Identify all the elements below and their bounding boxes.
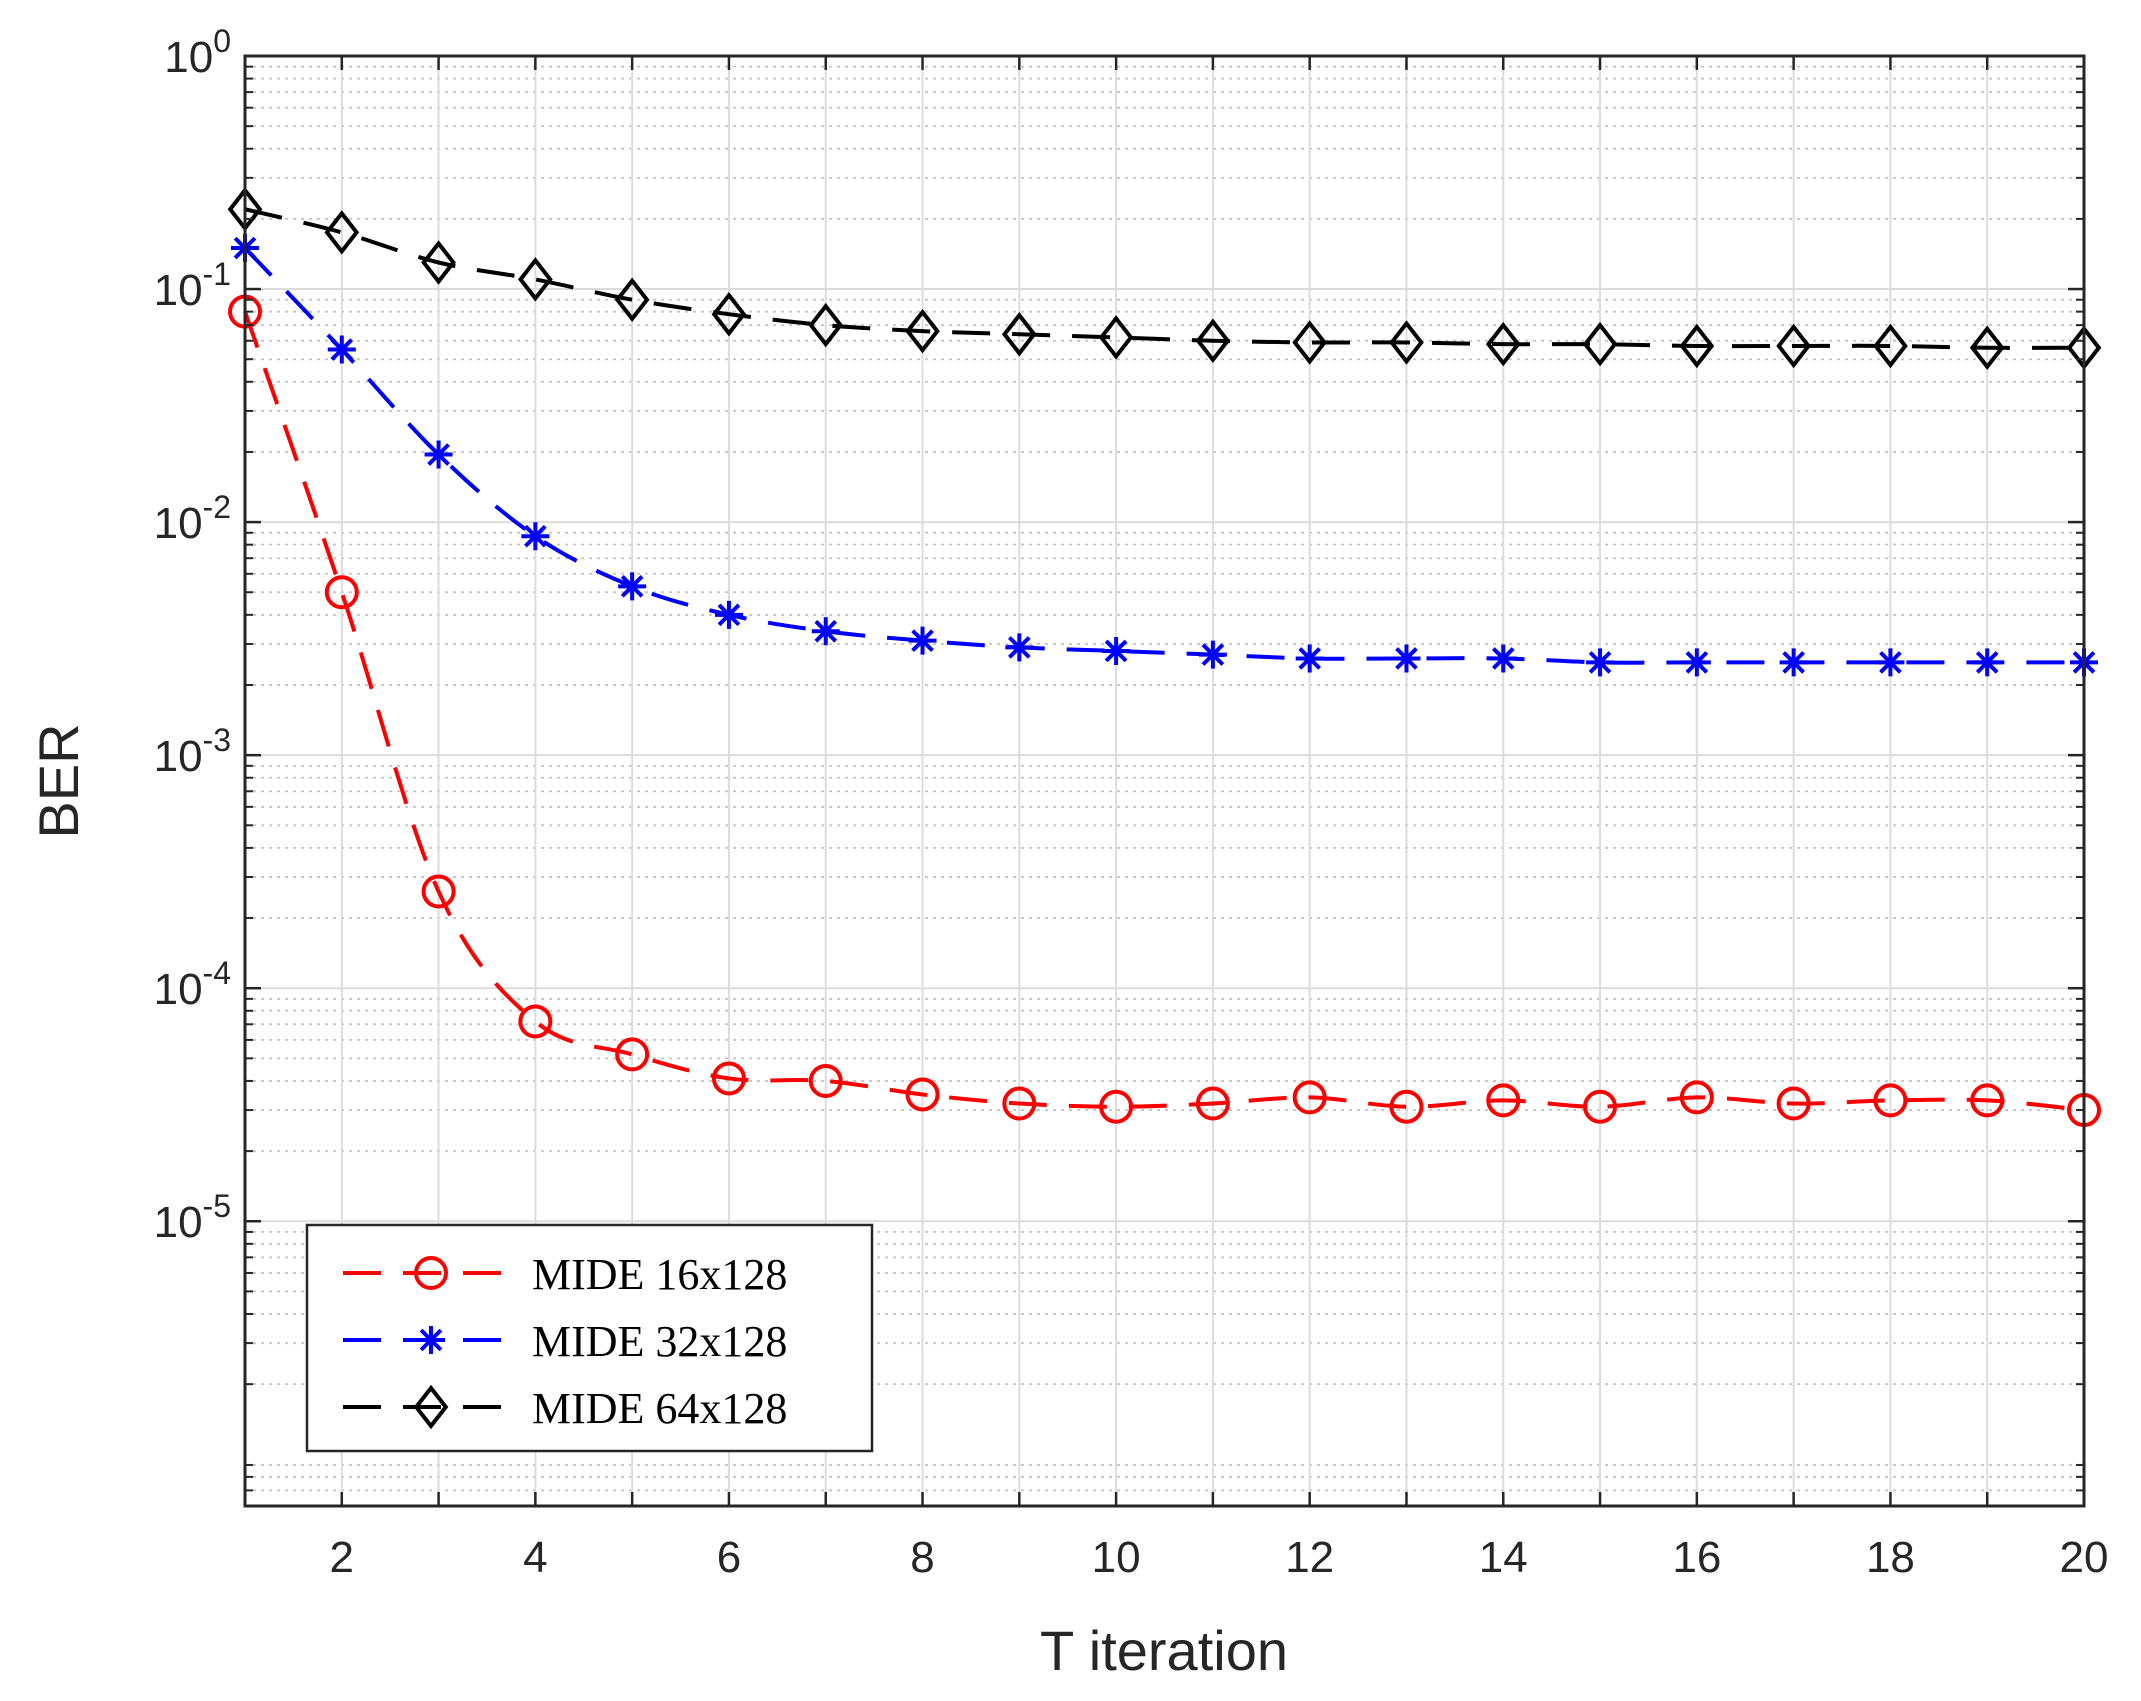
data-point	[1485, 321, 1521, 367]
data-point	[1389, 320, 1424, 365]
data-point	[714, 600, 743, 629]
x-tick-label: 8	[910, 1533, 934, 1582]
data-point	[1292, 320, 1328, 365]
data-point	[905, 1077, 940, 1112]
data-point	[424, 440, 453, 469]
data-point	[1292, 1080, 1327, 1115]
legend-marker	[413, 1384, 449, 1430]
legend-marker	[417, 1326, 445, 1354]
x-tick-label: 6	[717, 1533, 741, 1582]
data-point	[518, 257, 553, 302]
y-tick-label: 100	[164, 23, 231, 82]
x-tick-label: 20	[2060, 1533, 2109, 1582]
legend-box	[305, 1223, 874, 1453]
data-point	[1973, 648, 2002, 677]
data-point	[1001, 311, 1037, 357]
data-point	[614, 277, 650, 322]
x-axis-label: T iteration	[1040, 1619, 1288, 1682]
data-point	[324, 210, 360, 255]
data-point	[808, 1063, 843, 1098]
y-tick-label: 10-2	[154, 489, 231, 548]
x-tick-label: 18	[1866, 1533, 1915, 1582]
data-point	[1873, 1083, 1908, 1118]
data-point	[1682, 648, 1711, 677]
y-tick-label: 10-4	[154, 955, 231, 1014]
data-point	[1486, 1083, 1521, 1118]
data-point	[1582, 321, 1618, 367]
data-point	[711, 291, 747, 337]
data-point	[1198, 640, 1227, 669]
data-point	[905, 308, 940, 354]
y-tick-label: 10-1	[154, 256, 231, 315]
x-tick-label: 10	[1092, 1533, 1141, 1582]
data-point	[1970, 1083, 2005, 1118]
data-point	[421, 240, 456, 285]
data-point	[1489, 644, 1518, 673]
data-point	[518, 1004, 553, 1039]
x-tick-label: 14	[1479, 1533, 1528, 1582]
data-point	[1679, 323, 1715, 369]
legend-label: MIDE 64x128	[532, 1384, 787, 1433]
ticks: 2 4 6 8 10 12 14 16 18 20 100 10-1 10-2 10-3 10-4 10-5	[154, 23, 2109, 1582]
series-line	[243, 246, 2084, 665]
data-point	[1776, 1086, 1811, 1121]
series-line	[243, 310, 2085, 1113]
data-point	[1392, 644, 1421, 673]
y-tick-label: 10-5	[154, 1188, 231, 1247]
legend-label: MIDE 32x128	[532, 1317, 787, 1366]
legend: MIDE 16x128 MIDE 32x128 MIDE 64x128	[305, 1223, 874, 1453]
data-point	[1679, 1080, 1714, 1115]
legend-marker	[414, 1256, 448, 1290]
data-point	[1586, 648, 1615, 677]
data-point	[1876, 648, 1905, 677]
data-point	[1873, 323, 1908, 369]
y-tick-label: 10-3	[154, 722, 231, 781]
data-point	[711, 1061, 746, 1096]
data-point	[1098, 315, 1134, 360]
y-axis-label: BER	[27, 723, 90, 838]
x-tick-label: 16	[1672, 1533, 1721, 1582]
grid	[245, 55, 2084, 1506]
data-point	[1969, 325, 2005, 370]
data-point	[1776, 323, 1811, 369]
data-point	[1102, 636, 1131, 665]
data-point	[908, 626, 937, 655]
data-point	[808, 302, 844, 348]
data-point	[1195, 318, 1231, 364]
data-point	[327, 335, 356, 364]
x-tick-label: 12	[1285, 1533, 1334, 1582]
data-point	[811, 617, 840, 646]
data-point	[1389, 1089, 1424, 1124]
data-point	[1295, 644, 1324, 673]
series-line	[244, 207, 2085, 350]
data-point	[1005, 633, 1034, 662]
x-tick-label: 4	[523, 1533, 547, 1582]
data-point	[421, 874, 456, 909]
data-point	[615, 1037, 650, 1072]
data-point	[618, 572, 647, 601]
x-tick-label: 2	[330, 1533, 354, 1582]
data-point	[1099, 1089, 1134, 1124]
data-point	[1779, 648, 1808, 677]
plot-frame	[243, 54, 2086, 1508]
data-point	[1195, 1086, 1230, 1121]
data-point	[1002, 1086, 1037, 1121]
legend-label: MIDE 16x128	[532, 1250, 787, 1299]
data-point	[324, 575, 359, 610]
data-point	[521, 522, 550, 551]
data-point	[1583, 1089, 1618, 1124]
